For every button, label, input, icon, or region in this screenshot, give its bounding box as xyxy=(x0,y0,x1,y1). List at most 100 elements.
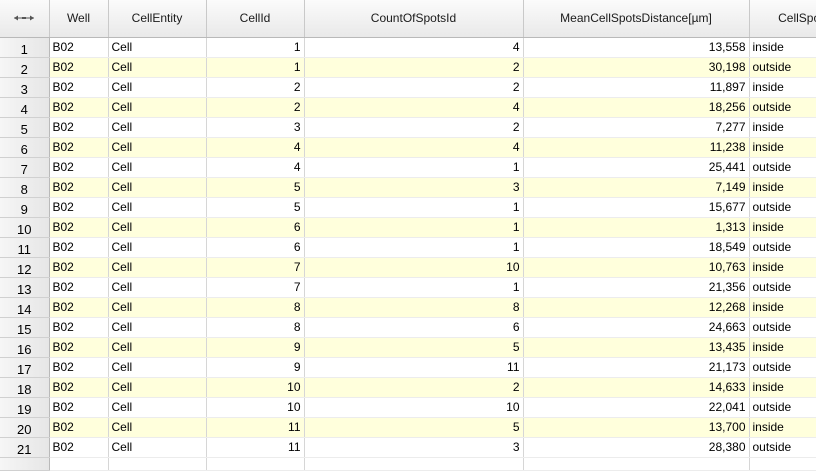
table-cell[interactable]: 7,277 xyxy=(523,117,750,138)
table-row[interactable]: 18 B02 Cell 10 2 14,633 inside xyxy=(0,377,816,398)
table-cell[interactable]: B02 xyxy=(49,117,109,138)
table-cell[interactable]: B02 xyxy=(49,257,109,278)
table-cell[interactable]: 13,558 xyxy=(523,37,750,58)
table-cell[interactable]: outside xyxy=(749,397,816,418)
table-cell[interactable]: 4 xyxy=(304,97,524,118)
table-cell[interactable]: B02 xyxy=(49,437,109,458)
table-cell[interactable]: Cell xyxy=(108,157,207,178)
table-cell[interactable]: 3 xyxy=(304,177,524,198)
table-cell[interactable]: Cell xyxy=(108,57,207,78)
row-header[interactable]: 4 xyxy=(0,97,50,118)
table-cell[interactable]: 5 xyxy=(206,177,305,198)
table-cell[interactable]: 18,549 xyxy=(523,237,750,258)
row-header[interactable]: 7 xyxy=(0,157,50,178)
table-cell[interactable]: B02 xyxy=(49,277,109,298)
table-cell[interactable]: 12,268 xyxy=(523,297,750,318)
row-header[interactable]: 15 xyxy=(0,317,50,338)
table-cell[interactable]: 10 xyxy=(206,397,305,418)
table-cell[interactable]: Cell xyxy=(108,177,207,198)
table-cell[interactable]: B02 xyxy=(49,97,109,118)
table-cell[interactable]: 13,435 xyxy=(523,337,750,358)
column-header[interactable]: CellEntity xyxy=(108,0,207,38)
table-row[interactable]: 17 B02 Cell 9 11 21,173 outside xyxy=(0,357,816,378)
row-header[interactable]: 18 xyxy=(0,377,50,398)
table-cell[interactable]: 2 xyxy=(304,77,524,98)
table-cell[interactable]: B02 xyxy=(49,37,109,58)
table-row[interactable]: 6 B02 Cell 4 4 11,238 inside xyxy=(0,137,816,158)
table-cell[interactable]: 1 xyxy=(304,217,524,238)
table-row[interactable]: 14 B02 Cell 8 8 12,268 inside xyxy=(0,297,816,318)
table-cell[interactable]: 3 xyxy=(206,117,305,138)
table-cell[interactable]: Cell xyxy=(108,77,207,98)
row-header[interactable]: 17 xyxy=(0,357,50,378)
row-header[interactable]: 11 xyxy=(0,237,50,258)
table-cell[interactable]: outside xyxy=(749,197,816,218)
table-cell[interactable]: 10 xyxy=(304,257,524,278)
table-row[interactable]: 11 B02 Cell 6 1 18,549 outside xyxy=(0,237,816,258)
row-header[interactable]: 3 xyxy=(0,77,50,98)
table-cell[interactable]: 30,198 xyxy=(523,57,750,78)
table-cell[interactable]: B02 xyxy=(49,337,109,358)
table-cell[interactable]: 1 xyxy=(206,57,305,78)
table-cell[interactable]: Cell xyxy=(108,117,207,138)
table-cell[interactable]: 21,356 xyxy=(523,277,750,298)
column-header[interactable]: CellId xyxy=(206,0,305,38)
table-cell[interactable]: Cell xyxy=(108,137,207,158)
table-cell[interactable]: B02 xyxy=(49,377,109,398)
table-row[interactable]: 16 B02 Cell 9 5 13,435 inside xyxy=(0,337,816,358)
table-cell[interactable]: 8 xyxy=(206,297,305,318)
table-cell[interactable]: outside xyxy=(749,57,816,78)
table-cell[interactable]: 2 xyxy=(206,77,305,98)
empty-row[interactable] xyxy=(0,457,816,471)
table-row[interactable]: 19 B02 Cell 10 10 22,041 outside xyxy=(0,397,816,418)
table-cell[interactable]: outside xyxy=(749,317,816,338)
table-cell[interactable]: B02 xyxy=(49,397,109,418)
table-cell[interactable]: inside xyxy=(749,177,816,198)
row-header[interactable]: 10 xyxy=(0,217,50,238)
table-cell[interactable]: B02 xyxy=(49,77,109,98)
table-cell[interactable]: B02 xyxy=(49,217,109,238)
table-cell[interactable]: 6 xyxy=(304,317,524,338)
table-cell[interactable]: 4 xyxy=(206,157,305,178)
table-cell[interactable]: 15,677 xyxy=(523,197,750,218)
table-cell[interactable]: inside xyxy=(749,377,816,398)
table-cell[interactable] xyxy=(749,457,816,471)
table-cell[interactable]: 1 xyxy=(304,237,524,258)
table-cell[interactable]: 11,238 xyxy=(523,137,750,158)
table-cell[interactable]: 1,313 xyxy=(523,217,750,238)
table-cell[interactable]: inside xyxy=(749,37,816,58)
table-cell[interactable]: 7,149 xyxy=(523,177,750,198)
table-cell[interactable]: Cell xyxy=(108,357,207,378)
row-header[interactable]: 1 xyxy=(0,37,50,58)
table-row[interactable]: 20 B02 Cell 11 5 13,700 inside xyxy=(0,417,816,438)
table-cell[interactable]: 7 xyxy=(206,257,305,278)
table-cell[interactable]: B02 xyxy=(49,157,109,178)
table-cell[interactable]: 2 xyxy=(206,97,305,118)
table-row[interactable]: 8 B02 Cell 5 3 7,149 inside xyxy=(0,177,816,198)
table-cell[interactable]: Cell xyxy=(108,97,207,118)
table-cell[interactable]: 11 xyxy=(206,437,305,458)
table-cell[interactable]: 1 xyxy=(304,277,524,298)
table-cell[interactable]: 25,441 xyxy=(523,157,750,178)
table-cell[interactable]: outside xyxy=(749,437,816,458)
table-cell[interactable]: 9 xyxy=(206,337,305,358)
column-header[interactable]: CountOfSpotsId xyxy=(304,0,524,38)
table-row[interactable]: 10 B02 Cell 6 1 1,313 inside xyxy=(0,217,816,238)
table-cell[interactable]: Cell xyxy=(108,377,207,398)
table-cell[interactable]: 4 xyxy=(304,37,524,58)
table-row[interactable]: 21 B02 Cell 11 3 28,380 outside xyxy=(0,437,816,458)
table-cell[interactable]: 1 xyxy=(206,37,305,58)
table-cell[interactable]: outside xyxy=(749,357,816,378)
table-cell[interactable]: 8 xyxy=(304,297,524,318)
table-cell[interactable]: 2 xyxy=(304,57,524,78)
table-cell[interactable]: Cell xyxy=(108,257,207,278)
table-row[interactable]: 13 B02 Cell 7 1 21,356 outside xyxy=(0,277,816,298)
table-cell[interactable]: 9 xyxy=(206,357,305,378)
table-cell[interactable]: 5 xyxy=(304,417,524,438)
table-cell[interactable]: B02 xyxy=(49,317,109,338)
table-cell[interactable]: 1 xyxy=(304,197,524,218)
table-cell[interactable]: Cell xyxy=(108,197,207,218)
table-cell[interactable]: 14,633 xyxy=(523,377,750,398)
table-cell[interactable]: 6 xyxy=(206,237,305,258)
table-cell[interactable]: Cell xyxy=(108,437,207,458)
